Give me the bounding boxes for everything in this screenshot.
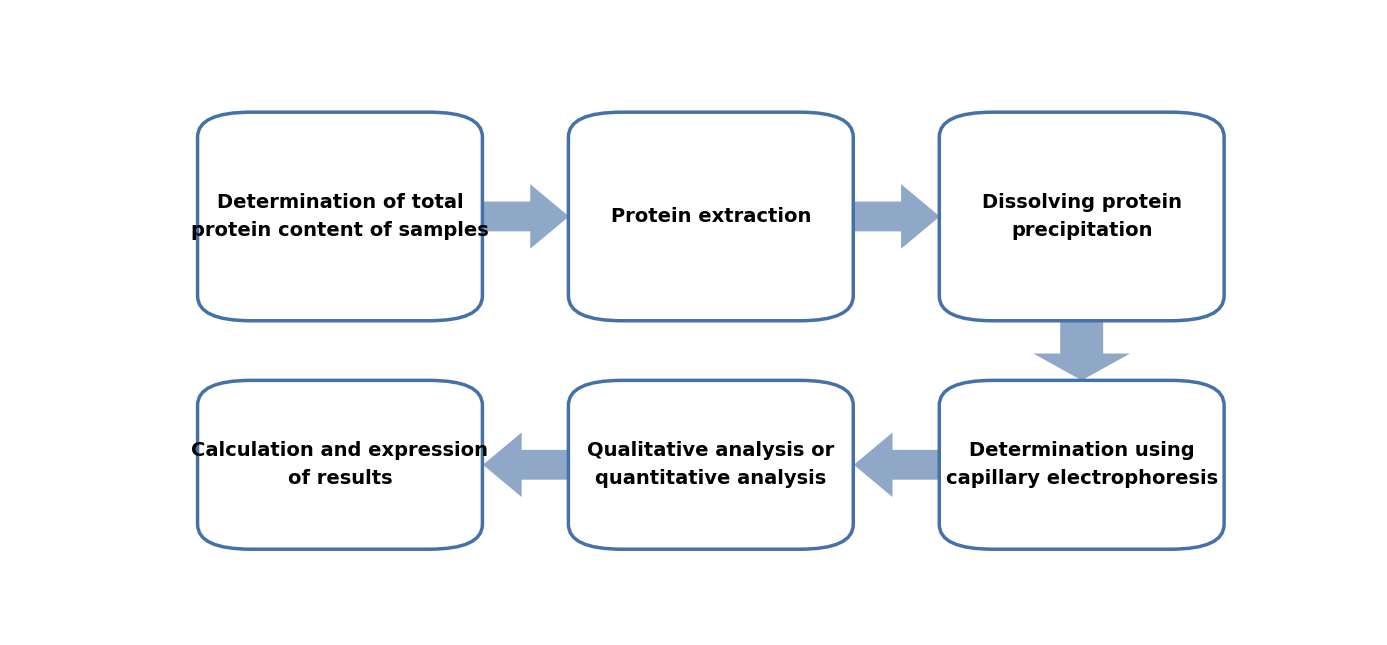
FancyBboxPatch shape xyxy=(197,381,483,550)
FancyBboxPatch shape xyxy=(939,112,1225,321)
FancyBboxPatch shape xyxy=(939,381,1225,550)
Polygon shape xyxy=(854,184,940,249)
Text: Calculation and expression
of results: Calculation and expression of results xyxy=(191,441,488,488)
Text: Protein extraction: Protein extraction xyxy=(610,207,811,226)
Polygon shape xyxy=(854,433,940,497)
FancyBboxPatch shape xyxy=(569,112,853,321)
Text: Determination using
capillary electrophoresis: Determination using capillary electropho… xyxy=(946,441,1218,488)
Text: Determination of total
protein content of samples: Determination of total protein content o… xyxy=(191,193,488,240)
Polygon shape xyxy=(483,184,569,249)
Polygon shape xyxy=(1033,321,1130,381)
Polygon shape xyxy=(483,433,569,497)
Text: Dissolving protein
precipitation: Dissolving protein precipitation xyxy=(982,193,1182,240)
FancyBboxPatch shape xyxy=(197,112,483,321)
FancyBboxPatch shape xyxy=(569,381,853,550)
Text: Qualitative analysis or
quantitative analysis: Qualitative analysis or quantitative ana… xyxy=(587,441,835,488)
